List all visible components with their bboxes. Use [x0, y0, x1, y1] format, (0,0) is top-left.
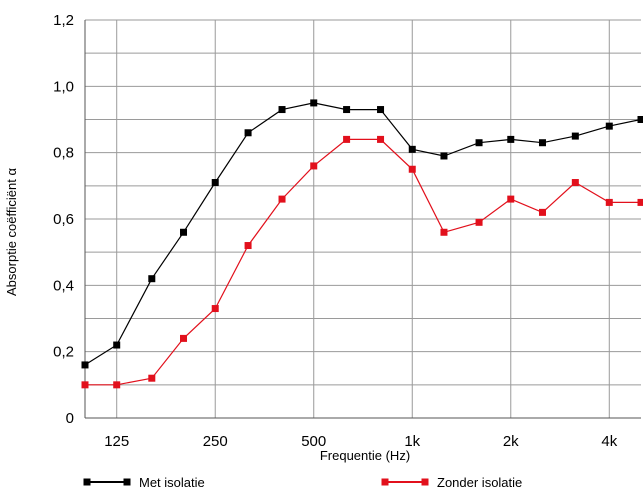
data-point — [113, 381, 121, 389]
data-point — [211, 179, 219, 187]
y-tick-label: 0,2 — [53, 344, 74, 361]
data-point — [538, 139, 546, 147]
x-tick-label: 250 — [203, 433, 228, 450]
series-layer — [81, 99, 643, 389]
x-axis-label: Frequentie (Hz) — [320, 448, 410, 463]
data-point — [244, 242, 252, 250]
plot-frame — [84, 20, 641, 419]
series-line — [85, 138, 641, 386]
series-1 — [81, 99, 643, 369]
x-tick-label: 4k — [601, 433, 617, 450]
legend-item: Zonder isolatie — [381, 475, 522, 490]
grid — [85, 19, 641, 419]
data-point — [377, 135, 385, 143]
data-point — [278, 195, 286, 203]
legend-marker — [421, 478, 429, 486]
data-point — [605, 198, 613, 206]
data-point — [440, 152, 448, 160]
data-point — [637, 198, 643, 206]
data-point — [244, 129, 252, 137]
y-axis-label: Absorptie coëfficiënt α — [4, 168, 19, 296]
data-point — [538, 208, 546, 216]
data-point — [408, 165, 416, 173]
y-tick-label: 0 — [66, 410, 74, 427]
x-tick-label: 125 — [104, 433, 129, 450]
y-tick-label: 0,8 — [53, 145, 74, 162]
legend-marker — [83, 478, 91, 486]
legend-label: Met isolatie — [139, 475, 205, 490]
data-point — [310, 99, 318, 107]
data-point — [310, 162, 318, 170]
legend-label: Zonder isolatie — [437, 475, 522, 490]
legend: Met isolatie Zonder isolatie — [83, 475, 522, 490]
x-tick-label: 2k — [503, 433, 519, 450]
data-point — [571, 179, 579, 187]
x-axis-ticks: 125 250 500 1k 2k 4k — [104, 433, 618, 450]
data-point — [148, 275, 156, 283]
data-point — [343, 106, 351, 114]
data-point — [475, 218, 483, 226]
data-point — [343, 135, 351, 143]
data-point — [440, 228, 448, 236]
data-point — [211, 305, 219, 313]
y-tick-label: 1,0 — [53, 78, 74, 95]
x-tick-label: 1k — [404, 433, 420, 450]
y-axis-ticks: 0 0,2 0,4 0,6 0,8 1,0 1,2 — [53, 12, 74, 427]
data-point — [278, 106, 286, 114]
data-point — [605, 122, 613, 130]
data-point — [81, 381, 89, 389]
data-point — [507, 135, 515, 143]
y-tick-label: 0,6 — [53, 211, 74, 228]
y-tick-label: 1,2 — [53, 12, 74, 29]
y-tick-label: 0,4 — [53, 277, 74, 294]
data-point — [571, 132, 579, 140]
series-2 — [81, 135, 643, 389]
data-point — [475, 139, 483, 147]
data-point — [180, 228, 188, 236]
x-tick-label: 500 — [301, 433, 326, 450]
series-line — [84, 102, 642, 366]
data-point — [637, 116, 643, 123]
data-point — [408, 145, 416, 153]
data-point — [377, 106, 385, 114]
data-point — [81, 361, 89, 369]
legend-marker — [381, 478, 389, 486]
legend-marker — [123, 478, 131, 486]
data-point — [507, 195, 515, 203]
data-point — [148, 374, 156, 382]
data-point — [113, 341, 121, 349]
data-point — [180, 334, 188, 342]
legend-item: Met isolatie — [83, 475, 205, 490]
